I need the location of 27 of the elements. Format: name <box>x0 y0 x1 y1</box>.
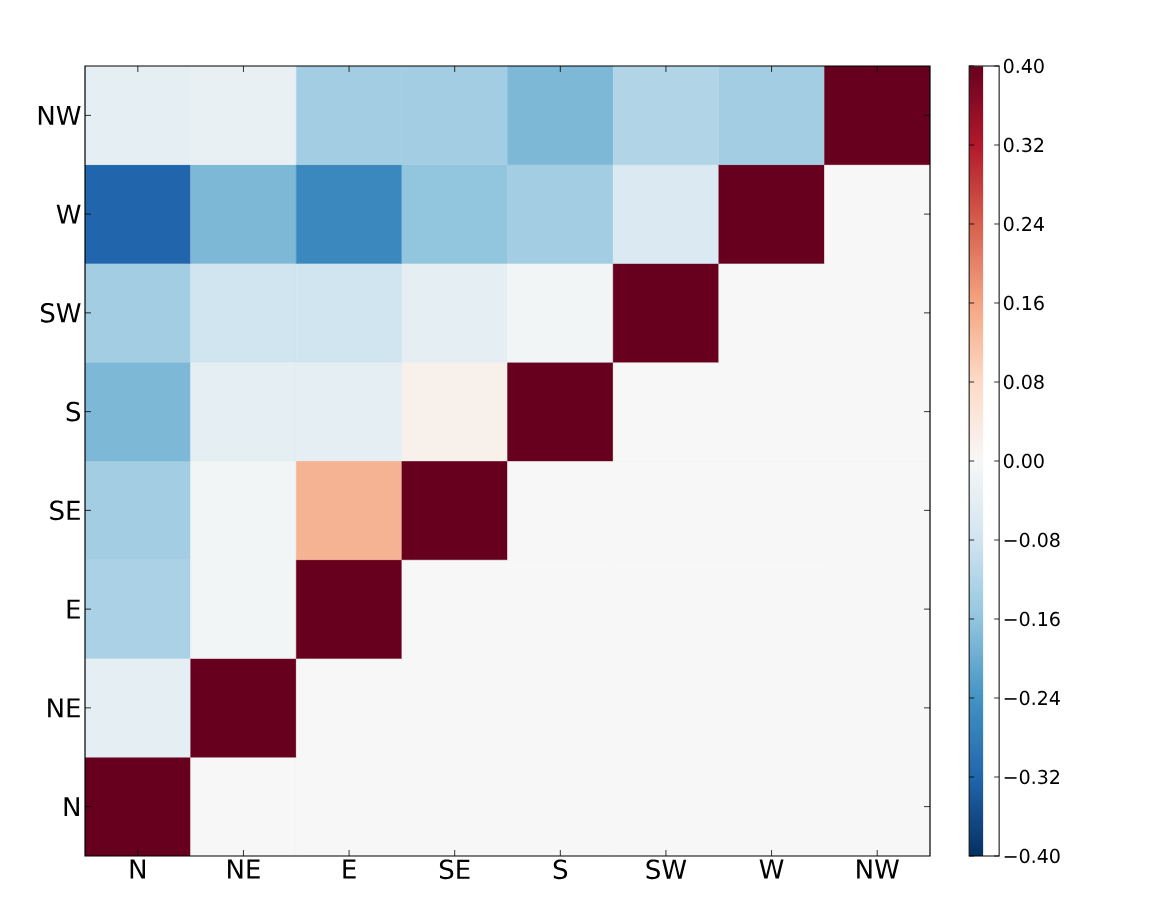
y-tick-label: SE <box>50 500 80 521</box>
color-bar-label: −0.24 <box>1004 690 1060 706</box>
x-tick-label: NE <box>228 859 260 879</box>
color-bar-label: 0.08 <box>1003 374 1044 390</box>
y-tick-label: NE <box>48 698 80 718</box>
x-tick-label: N <box>130 859 145 879</box>
color-bar-label: −0.08 <box>1004 532 1060 548</box>
y-tick-label: E <box>67 599 80 619</box>
color-bar-label: 0.24 <box>1003 216 1044 232</box>
x-tick-label: S <box>553 859 568 880</box>
color-bar-label: 0.16 <box>1003 295 1044 311</box>
x-tick-label: SW <box>646 859 687 880</box>
color-bar-label: 0.00 <box>1003 453 1044 469</box>
y-tick-label: N <box>64 797 79 817</box>
color-bar-label: −0.32 <box>1004 769 1059 785</box>
x-tick-label: E <box>343 859 356 879</box>
color-bar-label: 0.40 <box>1003 58 1044 74</box>
x-tick-label: W <box>759 859 784 879</box>
y-tick-label: S <box>66 401 81 422</box>
y-tick-label: SW <box>40 303 81 323</box>
x-tick-label: SE <box>439 859 470 880</box>
color-bar-label: −0.16 <box>1004 611 1060 627</box>
y-tick-label: NW <box>38 105 81 125</box>
x-tick-label: NW <box>857 859 899 879</box>
color-bar-label: 0.32 <box>1003 137 1044 153</box>
y-tick-label: W <box>56 204 81 224</box>
color-bar-label: −0.40 <box>1004 848 1060 864</box>
